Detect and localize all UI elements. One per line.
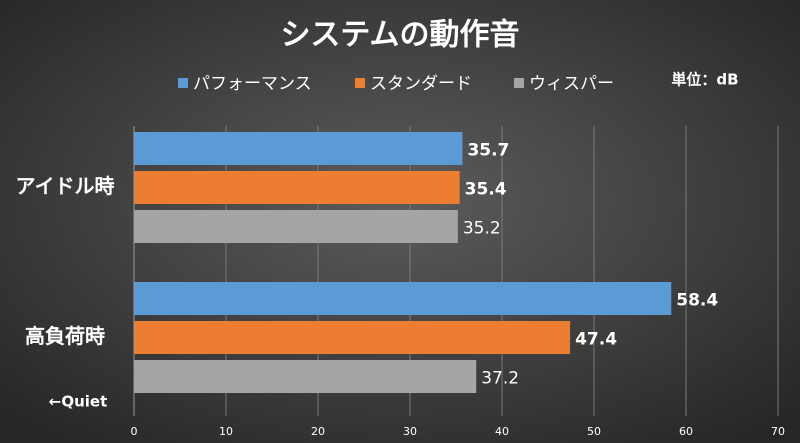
x-tick-label: 20	[311, 425, 325, 438]
bar	[134, 171, 460, 204]
x-tick-label: 40	[495, 425, 509, 438]
x-tick-label: 0	[131, 425, 138, 438]
x-tick-label: 10	[219, 425, 233, 438]
annotation: ←Quiet	[49, 393, 107, 411]
x-tick-label: 60	[679, 425, 693, 438]
bar	[134, 132, 463, 165]
legend-swatch	[178, 78, 188, 88]
x-tick-label: 30	[403, 425, 417, 438]
bar	[134, 282, 672, 315]
legend-swatch	[355, 78, 365, 88]
value-label: 37.2	[481, 369, 519, 389]
legend-swatch	[514, 78, 524, 88]
x-tick-label: 50	[587, 425, 601, 438]
value-label: 58.4	[676, 291, 718, 311]
chart-title: システムの動作音	[280, 18, 519, 53]
value-label: 47.4	[575, 330, 617, 350]
bar	[134, 360, 477, 393]
value-label: 35.7	[467, 141, 509, 161]
value-label: 35.2	[463, 219, 501, 239]
legend-label: ウィスパー	[529, 74, 614, 94]
y-tick-label: 高負荷時	[25, 324, 105, 348]
legend-label: スタンダード	[370, 74, 472, 94]
y-tick-label: アイドル時	[16, 174, 115, 198]
bar	[134, 321, 571, 354]
x-tick-label: 70	[771, 425, 785, 438]
bar	[134, 210, 458, 243]
unit-label: 単位：dB	[671, 71, 738, 89]
value-label: 35.4	[465, 180, 507, 200]
legend-label: パフォーマンス	[193, 74, 312, 94]
